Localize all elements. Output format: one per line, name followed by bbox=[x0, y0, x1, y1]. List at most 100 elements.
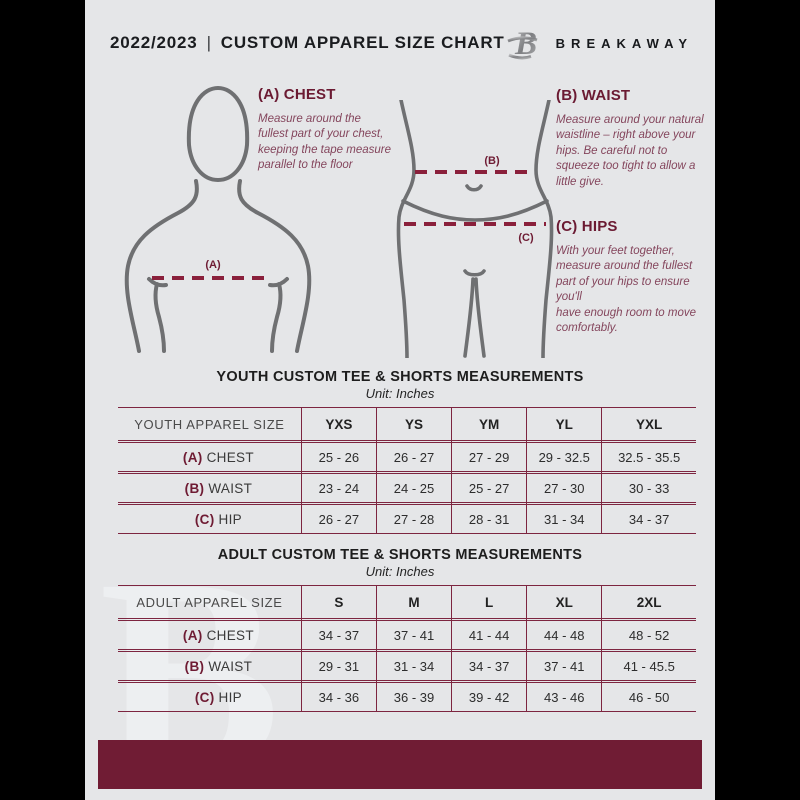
separator-cell bbox=[300, 618, 377, 621]
table-row-chest: (A) CHEST 34 - 37 37 - 41 41 - 44 44 - 4… bbox=[118, 620, 696, 650]
separator-cell bbox=[118, 649, 302, 652]
separator-cell bbox=[375, 471, 452, 474]
youth-size-header-label: YOUTH APPAREL SIZE bbox=[118, 407, 302, 441]
waist-guide: (B) WAIST Measure around your natural wa… bbox=[556, 87, 708, 190]
youth-unit-label: Unit: Inches bbox=[365, 386, 435, 401]
torso-silhouette: (A) bbox=[124, 85, 312, 353]
row-label: (C) HIP bbox=[118, 504, 302, 534]
page-title: 2022/2023 | CUSTOM APPAREL SIZE CHART bbox=[110, 33, 505, 53]
row-label: (A) CHEST bbox=[118, 443, 301, 472]
separator-cell bbox=[526, 618, 602, 621]
chest-marker-label: (A) bbox=[205, 259, 221, 271]
measurement-cell: 41 - 45.5 bbox=[601, 651, 696, 681]
separator-cell bbox=[526, 502, 602, 505]
separator-cell bbox=[601, 649, 696, 652]
separator-cell bbox=[118, 680, 302, 683]
measurement-cell: 34 - 37 bbox=[451, 651, 527, 681]
separator-cell bbox=[375, 618, 452, 621]
footer-bar bbox=[98, 740, 702, 789]
row-marker: (C) bbox=[194, 511, 215, 527]
title-divider: | bbox=[206, 33, 212, 52]
measurement-cell: 26 - 27 bbox=[375, 442, 452, 472]
season-label: 2022/2023 bbox=[110, 33, 198, 52]
chest-description: Measure around the fullest part of your … bbox=[258, 113, 391, 172]
separator-cell bbox=[118, 502, 302, 505]
chest-guide: (A) CHEST Measure around the fullest par… bbox=[258, 86, 392, 174]
separator-cell bbox=[300, 649, 377, 652]
adult-unit-label: Unit: Inches bbox=[365, 564, 435, 579]
measurement-cell: 43 - 46 bbox=[526, 682, 602, 712]
separator-cell bbox=[526, 649, 602, 652]
separator-cell bbox=[375, 502, 452, 505]
measurement-cell: 31 - 34 bbox=[526, 504, 602, 534]
adult-header-row: ADULT APPAREL SIZE S M L XL 2XL bbox=[118, 585, 696, 619]
measurement-cell: 30 - 33 bbox=[601, 473, 696, 503]
measurement-cell: 29 - 32.5 bbox=[526, 442, 602, 472]
separator-cell bbox=[601, 618, 696, 621]
adult-size-table: ADULT APPAREL SIZE S M L XL 2XL (A) CHES… bbox=[118, 585, 696, 712]
row-label-text: WAIST bbox=[208, 480, 253, 496]
measurement-cell: 26 - 27 bbox=[300, 504, 377, 534]
separator-cell bbox=[118, 618, 302, 621]
row-label-text: CHEST bbox=[206, 627, 254, 643]
separator-cell bbox=[451, 502, 527, 505]
row-label: (C) HIP bbox=[118, 682, 302, 712]
separator-cell bbox=[118, 440, 302, 443]
separator-cell bbox=[526, 440, 602, 443]
separator-cell bbox=[451, 649, 527, 652]
measurement-cell: 34 - 37 bbox=[601, 504, 696, 534]
row-separator bbox=[118, 649, 696, 652]
row-marker: (A) bbox=[182, 449, 203, 465]
measurement-cell: 37 - 41 bbox=[375, 620, 452, 650]
measurement-cell: 34 - 36 bbox=[300, 682, 377, 712]
measurement-cell: 41 - 44 bbox=[451, 620, 527, 650]
measurement-cell: 24 - 25 bbox=[375, 473, 452, 503]
row-separator bbox=[118, 618, 696, 621]
waist-description: Measure around your natural waistline – … bbox=[556, 114, 704, 188]
measurement-cell: 27 - 30 bbox=[526, 473, 602, 503]
row-label: (B) WAIST bbox=[118, 474, 301, 503]
row-label-text: WAIST bbox=[208, 658, 253, 674]
size-column-header: M bbox=[375, 585, 452, 619]
separator-cell bbox=[375, 649, 452, 652]
separator-cell bbox=[451, 471, 527, 474]
row-label-text: HIP bbox=[218, 511, 242, 527]
row-label: (A) CHEST bbox=[118, 621, 301, 650]
separator-cell bbox=[601, 680, 696, 683]
measurement-cell: 37 - 41 bbox=[526, 651, 602, 681]
separator-cell bbox=[601, 471, 696, 474]
waist-marker-label: (B) bbox=[484, 155, 500, 167]
measurement-cell: 32.5 - 35.5 bbox=[601, 442, 696, 472]
size-chart-document: B 2022/2023 | CUSTOM APPAREL SIZE CHART B bbox=[85, 0, 715, 800]
breakaway-monogram-icon: B bbox=[507, 26, 538, 61]
size-column-header: YL bbox=[526, 407, 602, 441]
hips-description-line1: With your feet together, measure around … bbox=[556, 245, 693, 304]
hip-marker-label: (C) bbox=[518, 232, 534, 244]
separator-cell bbox=[601, 502, 696, 505]
measurement-cell: 34 - 37 bbox=[300, 620, 377, 650]
adult-measurements-section: ADULT CUSTOM TEE & SHORTS MEASUREMENTS U… bbox=[85, 547, 715, 712]
separator-cell bbox=[451, 618, 527, 621]
size-column-header: L bbox=[451, 585, 527, 619]
row-label-text: HIP bbox=[218, 689, 242, 705]
youth-measurements-section: YOUTH CUSTOM TEE & SHORTS MEASUREMENTS U… bbox=[85, 369, 715, 534]
chest-heading: (A) CHEST bbox=[258, 86, 336, 103]
table-row-hip: (C) HIP 26 - 27 27 - 28 28 - 31 31 - 34 … bbox=[118, 504, 696, 534]
separator-cell bbox=[601, 440, 696, 443]
hips-description-line2: have enough room to move comfortably. bbox=[556, 306, 697, 335]
measurement-cell: 46 - 50 bbox=[601, 682, 696, 712]
table-row-hip: (C) HIP 34 - 36 36 - 39 39 - 42 43 - 46 … bbox=[118, 682, 696, 712]
row-separator bbox=[118, 502, 696, 505]
measurement-cell: 28 - 31 bbox=[451, 504, 527, 534]
row-marker: (B) bbox=[184, 658, 205, 674]
separator-cell bbox=[300, 680, 377, 683]
separator-cell bbox=[300, 471, 377, 474]
row-label: (B) WAIST bbox=[118, 652, 301, 681]
size-column-header: YM bbox=[451, 407, 527, 441]
hips-guide: (C) HIPS With your feet together, measur… bbox=[556, 218, 708, 336]
measurement-cell: 25 - 27 bbox=[451, 473, 527, 503]
row-separator bbox=[118, 680, 696, 683]
table-row-waist: (B) WAIST 29 - 31 31 - 34 34 - 37 37 - 4… bbox=[118, 651, 696, 681]
row-marker: (B) bbox=[184, 480, 205, 496]
